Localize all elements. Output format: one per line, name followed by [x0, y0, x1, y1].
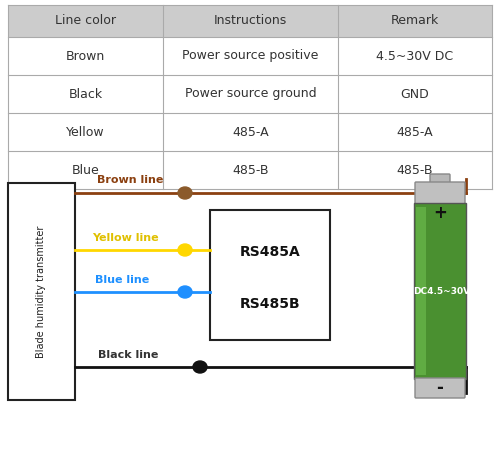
Text: 485-B: 485-B — [232, 163, 269, 177]
Text: -: - — [436, 379, 444, 397]
Text: Black line: Black line — [98, 350, 158, 360]
Text: Yellow line: Yellow line — [92, 233, 158, 243]
Text: Black: Black — [68, 87, 102, 101]
Bar — [8, 37, 492, 75]
Text: DC4.5~30V: DC4.5~30V — [414, 287, 470, 295]
Bar — [8, 5, 492, 37]
Text: 4.5~30V DC: 4.5~30V DC — [376, 50, 454, 62]
Text: Blue: Blue — [72, 163, 100, 177]
Text: Power source ground: Power source ground — [184, 87, 316, 101]
FancyBboxPatch shape — [430, 174, 450, 184]
Text: RS485A: RS485A — [240, 245, 300, 258]
Text: 485-B: 485-B — [397, 163, 433, 177]
Bar — [416, 207, 426, 375]
Text: Instructions: Instructions — [214, 15, 287, 27]
Bar — [8, 75, 492, 113]
Ellipse shape — [178, 244, 192, 256]
Bar — [8, 183, 75, 400]
Bar — [8, 113, 492, 151]
Text: Blade humidity transmitter: Blade humidity transmitter — [36, 225, 46, 358]
Text: Remark: Remark — [391, 15, 439, 27]
Ellipse shape — [193, 361, 207, 373]
Text: Yellow: Yellow — [66, 126, 105, 138]
Bar — [8, 151, 492, 189]
Text: Power source positive: Power source positive — [182, 50, 318, 62]
Text: Line color: Line color — [55, 15, 116, 27]
Text: GND: GND — [400, 87, 430, 101]
Ellipse shape — [178, 286, 192, 298]
Text: +: + — [433, 204, 447, 222]
Text: Blue line: Blue line — [95, 275, 149, 285]
Text: 485-A: 485-A — [232, 126, 269, 138]
Bar — [210, 210, 330, 340]
Bar — [414, 203, 466, 379]
Text: 485-A: 485-A — [396, 126, 434, 138]
Text: Brown line: Brown line — [97, 175, 163, 185]
Text: Brown: Brown — [66, 50, 105, 62]
FancyBboxPatch shape — [415, 378, 465, 398]
Ellipse shape — [178, 187, 192, 199]
Text: RS485B: RS485B — [240, 297, 300, 311]
FancyBboxPatch shape — [415, 182, 465, 204]
